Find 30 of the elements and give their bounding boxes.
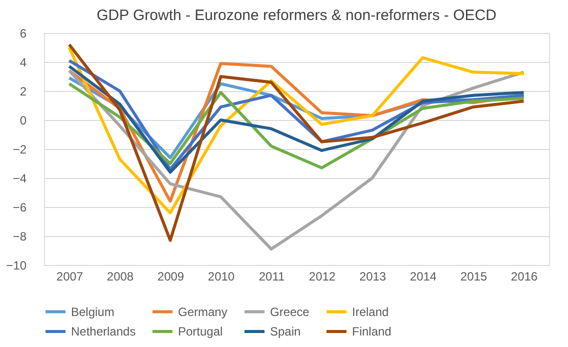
legend-label: Belgium	[71, 304, 114, 319]
x-tick-label: 2008	[106, 270, 134, 284]
chart-title: GDP Growth - Eurozone reformers & non-reformers - OECD	[96, 7, 497, 24]
legend-label: Greece	[270, 304, 310, 319]
line-series	[68, 46, 526, 214]
legend-label: Ireland	[352, 304, 389, 319]
legend-label: Finland	[352, 324, 392, 338]
x-tick-label: 2010	[208, 270, 235, 284]
y-tick-label: −10	[6, 258, 27, 272]
y-tick-label: −8	[12, 230, 27, 244]
legend-label: Portugal	[178, 324, 223, 338]
y-tick-label: −2	[12, 142, 27, 156]
x-tick-label: 2007	[56, 270, 84, 284]
y-tick-label: −6	[12, 200, 27, 214]
legend-label: Netherlands	[71, 324, 136, 338]
y-tick-label: 2	[20, 84, 27, 98]
x-tick-label: 2011	[258, 270, 285, 284]
y-tick-label: 6	[20, 26, 27, 40]
x-tick-label: 2009	[157, 270, 184, 284]
x-tick-label: 2016	[510, 270, 538, 284]
x-tick-label: 2015	[460, 270, 488, 284]
line-series	[68, 43, 526, 242]
x-tick-label: 2014	[410, 270, 437, 284]
y-tick-label: 0	[20, 114, 27, 128]
y-tick-label: −4	[12, 172, 27, 186]
legend-label: Germany	[178, 304, 228, 319]
legend-label: Spain	[270, 324, 301, 338]
y-tick-label: 4	[20, 56, 27, 70]
x-tick-label: 2013	[359, 270, 386, 284]
x-tick-label: 2012	[308, 270, 336, 284]
